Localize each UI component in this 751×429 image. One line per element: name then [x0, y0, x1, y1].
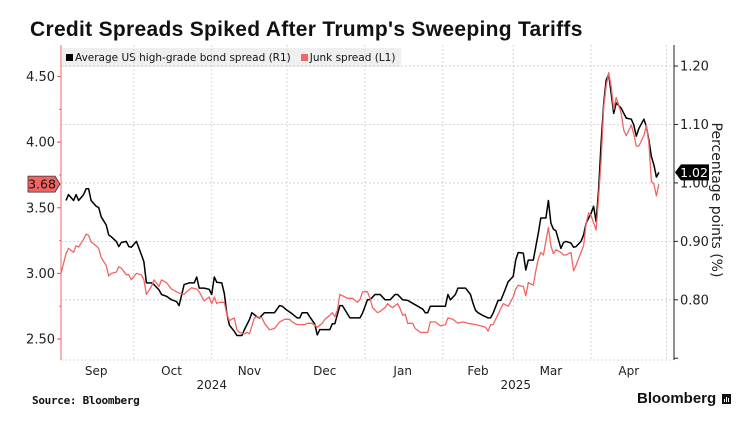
junk-last-value-marker: [27, 175, 61, 193]
right-axis-tick-label: 0.90: [680, 235, 709, 250]
x-axis-year-label: 2024: [196, 378, 227, 392]
right-axis-tick-label: 1.10: [680, 118, 709, 133]
legend-label-high-grade: Average US high-grade bond spread (R1): [75, 51, 291, 64]
bloomberg-chart-icon: [722, 393, 732, 404]
x-axis-month-label: Feb: [467, 364, 488, 378]
high-grade-spread-line: [65, 73, 660, 337]
brand-name: Bloomberg: [637, 390, 717, 407]
junk-last-value-label: 3.68: [28, 177, 56, 192]
junk-spread-line: [60, 71, 660, 335]
left-axis-tick-label: 3.00: [26, 267, 55, 282]
left-axis-tick-label: 4.00: [26, 136, 55, 151]
legend-item-high-grade: Average US high-grade bond spread (R1): [66, 52, 291, 64]
legend: Average US high-grade bond spread (R1) J…: [62, 48, 402, 67]
legend-swatch-junk: [300, 54, 308, 61]
x-axis-month-label: Apr: [618, 364, 639, 378]
right-axis-tick-label: 0.80: [680, 293, 709, 308]
legend-item-junk: Junk spread (L1): [300, 51, 396, 64]
x-axis-month-label: Oct: [161, 364, 182, 378]
high-grade-last-value-marker: [675, 164, 709, 181]
left-axis-tick-label: 2.50: [26, 333, 55, 348]
x-axis-month-label: Nov: [238, 364, 261, 378]
x-axis-month-label: Dec: [313, 364, 336, 378]
chart-title: Credit Spreads Spiked After Trump's Swee…: [30, 18, 583, 41]
x-axis-month-label: Mar: [540, 364, 563, 378]
x-axis-year-label: 2025: [500, 378, 531, 392]
high-grade-last-value-label: 1.02: [680, 165, 708, 180]
right-axis-tick-label: 1.20: [680, 60, 709, 75]
x-axis-month-label: Sep: [85, 364, 108, 378]
left-axis-tick-label: 3.50: [26, 201, 55, 216]
legend-swatch-high-grade: [66, 54, 73, 61]
left-axis-tick-label: 4.50: [26, 70, 55, 85]
bloomberg-logo: Bloomberg: [637, 390, 732, 407]
legend-label-junk: Junk spread (L1): [309, 51, 396, 64]
right-axis-label: Percentage points (%): [708, 123, 724, 278]
source-note: Source: Bloomberg: [32, 394, 140, 407]
x-axis-month-label: Jan: [392, 364, 412, 378]
